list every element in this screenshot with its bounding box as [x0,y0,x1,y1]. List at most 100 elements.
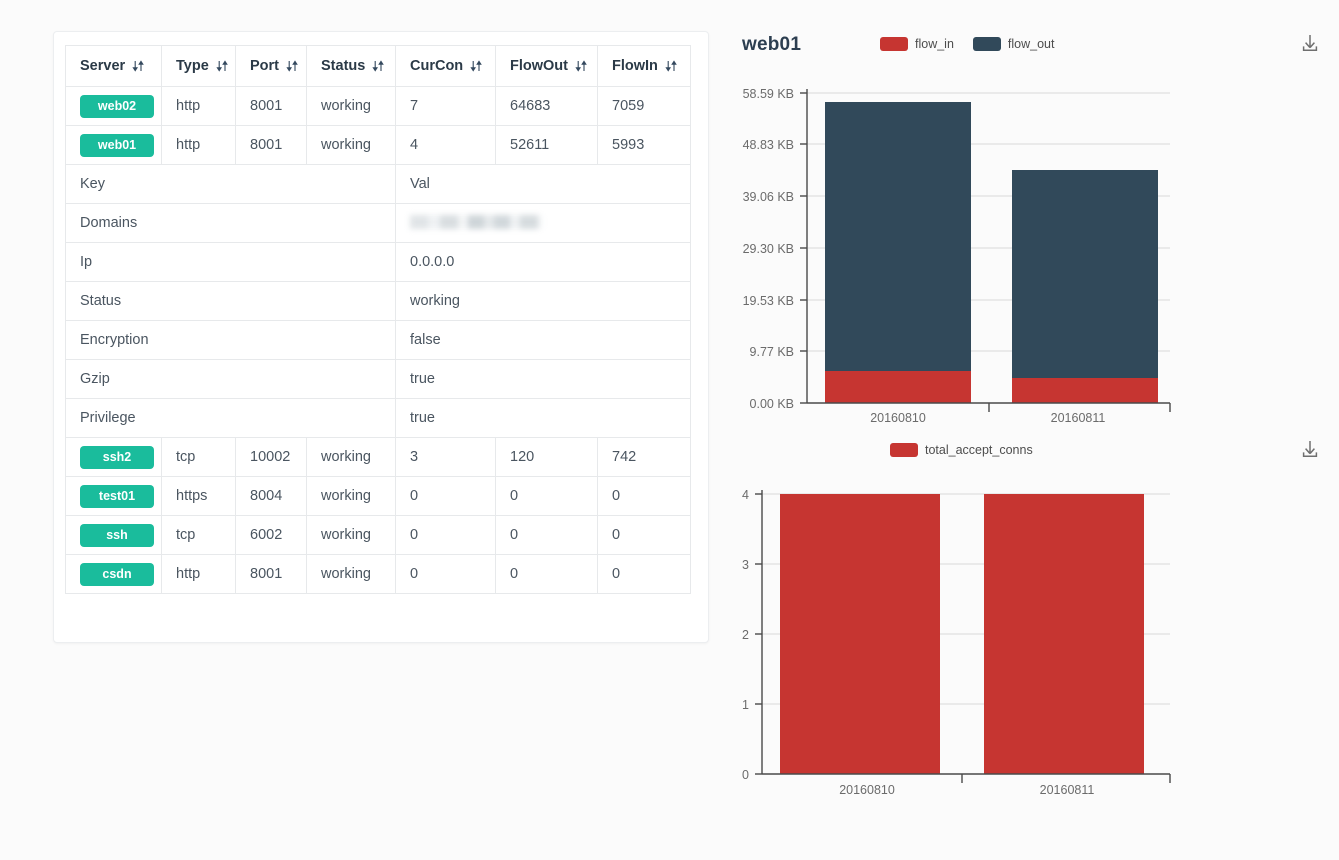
legend-label-flow-in: flow_in [915,37,954,51]
table-row[interactable]: web01 http 8001 working 4 52611 5993 [65,125,691,165]
sort-icon[interactable] [665,60,678,72]
x-tick-label: 20160810 [870,411,926,425]
col-header-status[interactable]: Status [306,45,396,87]
server-list-card: Server Type Port Status CurCon FlowOut F… [53,31,709,643]
table-row[interactable]: test01 https 8004 working 0 0 0 [65,476,691,516]
col-header-flowin-label: FlowIn [612,58,658,74]
bar-total-accept-conns-20160810 [780,494,940,774]
cell-status: working [306,476,396,516]
cell-port: 8001 [235,125,307,165]
cell-curcon: 0 [395,476,496,516]
cell-server: ssh2 [65,437,162,477]
server-badge[interactable]: web01 [80,133,154,157]
cell-server: web01 [65,125,162,165]
cell-flowin: 0 [597,515,691,555]
detail-key: Gzip [65,359,396,399]
cell-server: csdn [65,554,162,594]
chart-title: web01 [742,34,802,55]
legend-item-flow-out[interactable]: flow_out [972,37,1055,51]
y-tick-label: 0.00 KB [750,397,794,411]
sort-icon[interactable] [286,60,299,72]
detail-value-domains [395,203,691,243]
server-badge[interactable]: ssh2 [80,445,154,469]
col-header-port[interactable]: Port [235,45,307,87]
detail-row: Privilege true [65,398,691,438]
y-tick-label: 9.77 KB [750,345,794,359]
server-badge[interactable]: web02 [80,94,154,118]
y-tick-label: 48.83 KB [743,138,794,152]
table-row[interactable]: ssh tcp 6002 working 0 0 0 [65,515,691,555]
col-header-type-label: Type [176,58,209,74]
cell-port: 8001 [235,86,307,126]
cell-flowout: 0 [495,476,598,516]
cell-port: 6002 [235,515,307,555]
cell-port: 8001 [235,554,307,594]
x-tick-label: 20160811 [1051,411,1106,425]
download-icon[interactable] [1299,32,1321,54]
col-header-flowout-label: FlowOut [510,58,568,74]
cell-server: test01 [65,476,162,516]
table-header-row: Server Type Port Status CurCon FlowOut F… [65,45,691,87]
server-badge[interactable]: ssh [80,523,154,547]
col-header-flowout[interactable]: FlowOut [495,45,598,87]
download-icon[interactable] [1299,438,1321,460]
detail-row: Encryption false [65,320,691,360]
sort-icon[interactable] [216,60,229,72]
col-header-flowin[interactable]: FlowIn [597,45,691,87]
y-tick-label: 0 [742,768,749,782]
legend-item-flow-in[interactable]: flow_in [880,37,954,51]
y-tick-label: 3 [742,558,749,572]
detail-key-header: Key [65,164,396,204]
y-tick-label: 58.59 KB [743,87,794,101]
detail-val-header: Val [395,164,691,204]
y-tick-label: 2 [742,628,749,642]
table-head: Server Type Port Status CurCon FlowOut F… [65,45,691,87]
charts-panel: web01 flow_in flow_out [730,0,1339,860]
detail-key: Ip [65,242,396,282]
col-header-type[interactable]: Type [161,45,236,87]
sort-icon[interactable] [575,60,588,72]
redacted-value [410,215,542,229]
cell-flowin: 0 [597,476,691,516]
detail-header-row: Key Val [65,164,691,204]
sort-icon[interactable] [470,60,483,72]
detail-row: Gzip true [65,359,691,399]
cell-flowin: 0 [597,554,691,594]
col-header-curcon[interactable]: CurCon [395,45,496,87]
cell-server: ssh [65,515,162,555]
flow-chart-block: web01 flow_in flow_out [730,26,1339,426]
x-tick-label: 20160810 [839,783,895,797]
y-tick-label: 19.53 KB [743,294,794,308]
legend-item-total-accept-conns[interactable]: total_accept_conns [890,443,1033,457]
flow-chart-plot: 58.59 KB 48.83 KB 39.06 KB 29.30 KB 19.5… [730,26,1339,426]
conns-chart-plot: 4 3 2 1 0 20160810 20160811 [730,432,1339,832]
detail-value: working [395,281,691,321]
cell-type: http [161,86,236,126]
col-header-server[interactable]: Server [65,45,162,87]
table-row[interactable]: csdn http 8001 working 0 0 0 [65,554,691,594]
cell-status: working [306,125,396,165]
detail-row: Ip 0.0.0.0 [65,242,691,282]
cell-flowin: 7059 [597,86,691,126]
server-badge[interactable]: test01 [80,484,154,508]
sort-icon[interactable] [132,60,145,72]
server-badge[interactable]: csdn [80,562,154,586]
cell-status: working [306,515,396,555]
table-row[interactable]: web02 http 8001 working 7 64683 7059 [65,86,691,126]
cell-curcon: 3 [395,437,496,477]
cell-flowout: 0 [495,554,598,594]
sort-icon[interactable] [372,60,385,72]
table-row[interactable]: ssh2 tcp 10002 working 3 120 742 [65,437,691,477]
col-header-server-label: Server [80,58,126,74]
legend-swatch-flow-in [880,37,908,51]
conns-chart-block: total_accept_conns [730,432,1339,832]
y-tick-label: 1 [742,698,749,712]
cell-port: 8004 [235,476,307,516]
detail-value: 0.0.0.0 [395,242,691,282]
detail-key: Domains [65,203,396,243]
cell-port: 10002 [235,437,307,477]
legend-label-flow-out: flow_out [1007,37,1055,51]
bar-total-accept-conns-20160811 [984,494,1144,774]
detail-value: false [395,320,691,360]
cell-status: working [306,437,396,477]
